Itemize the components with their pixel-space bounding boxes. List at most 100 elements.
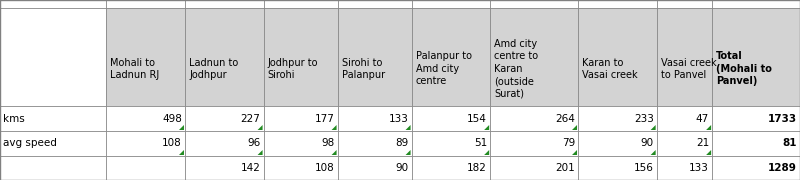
Text: 498: 498	[162, 114, 182, 123]
Text: 201: 201	[555, 163, 575, 173]
Text: 90: 90	[395, 163, 409, 173]
Bar	[0, 8, 106, 106]
Bar	[712, 8, 800, 106]
Bar	[185, 0, 263, 8]
Bar	[490, 106, 578, 131]
Text: 233: 233	[634, 114, 654, 123]
Bar	[657, 0, 712, 8]
Bar	[338, 8, 411, 106]
Bar	[0, 106, 106, 131]
Text: Ladnun to
Jodhpur: Ladnun to Jodhpur	[189, 58, 238, 80]
Polygon shape	[258, 125, 262, 130]
Bar	[0, 156, 106, 180]
Bar	[106, 131, 185, 156]
Bar	[185, 106, 263, 131]
Polygon shape	[572, 150, 577, 155]
Bar	[411, 8, 490, 106]
Bar	[712, 156, 800, 180]
Bar	[657, 156, 712, 180]
Bar	[106, 156, 185, 180]
Bar	[411, 131, 490, 156]
Bar	[657, 8, 712, 106]
Text: 264: 264	[555, 114, 575, 123]
Text: Mohali to
Ladnun RJ: Mohali to Ladnun RJ	[110, 58, 160, 80]
Polygon shape	[406, 125, 410, 130]
Bar	[490, 131, 578, 156]
Polygon shape	[406, 150, 410, 155]
Bar	[106, 106, 185, 131]
Bar	[263, 131, 338, 156]
Bar	[712, 106, 800, 131]
Text: Sirohi to
Palanpur: Sirohi to Palanpur	[342, 58, 385, 80]
Text: Amd city
centre to
Karan
(outside
Surat): Amd city centre to Karan (outside Surat)	[494, 39, 538, 99]
Text: Jodhpur to
Sirohi: Jodhpur to Sirohi	[267, 58, 318, 80]
Bar	[185, 156, 263, 180]
Text: 142: 142	[241, 163, 261, 173]
Bar	[106, 0, 185, 8]
Bar	[578, 131, 657, 156]
Text: 156: 156	[634, 163, 654, 173]
Bar	[0, 0, 106, 8]
Text: 182: 182	[467, 163, 487, 173]
Polygon shape	[484, 150, 489, 155]
Polygon shape	[706, 125, 711, 130]
Bar	[263, 8, 338, 106]
Bar	[263, 0, 338, 8]
Bar	[338, 106, 411, 131]
Text: 133: 133	[389, 114, 409, 123]
Text: 47: 47	[696, 114, 709, 123]
Polygon shape	[258, 150, 262, 155]
Bar	[411, 156, 490, 180]
Polygon shape	[179, 125, 184, 130]
Text: 108: 108	[315, 163, 334, 173]
Bar	[578, 0, 657, 8]
Text: Total
(Mohali to
Panvel): Total (Mohali to Panvel)	[716, 51, 772, 86]
Bar	[338, 0, 411, 8]
Bar	[490, 0, 578, 8]
Bar	[263, 156, 338, 180]
Polygon shape	[179, 150, 184, 155]
Text: 154: 154	[467, 114, 487, 123]
Bar	[712, 131, 800, 156]
Bar	[185, 8, 263, 106]
Polygon shape	[331, 150, 337, 155]
Text: Karan to
Vasai creek: Karan to Vasai creek	[582, 58, 638, 80]
Polygon shape	[650, 150, 656, 155]
Bar	[185, 131, 263, 156]
Text: Palanpur to
Amd city
centre: Palanpur to Amd city centre	[415, 51, 471, 86]
Bar	[490, 156, 578, 180]
Text: 89: 89	[395, 138, 409, 148]
Text: 98: 98	[322, 138, 334, 148]
Polygon shape	[706, 150, 711, 155]
Bar	[0, 131, 106, 156]
Text: 1733: 1733	[768, 114, 797, 123]
Polygon shape	[331, 125, 337, 130]
Text: 81: 81	[782, 138, 797, 148]
Text: 51: 51	[474, 138, 487, 148]
Bar	[106, 8, 185, 106]
Text: 90: 90	[641, 138, 654, 148]
Text: kms: kms	[3, 114, 25, 123]
Text: 133: 133	[690, 163, 709, 173]
Polygon shape	[650, 125, 656, 130]
Bar	[263, 106, 338, 131]
Bar	[657, 106, 712, 131]
Bar	[490, 8, 578, 106]
Text: 79: 79	[562, 138, 575, 148]
Text: 108: 108	[162, 138, 182, 148]
Polygon shape	[572, 125, 577, 130]
Bar	[338, 156, 411, 180]
Bar	[578, 106, 657, 131]
Text: 227: 227	[241, 114, 261, 123]
Text: 177: 177	[314, 114, 334, 123]
Text: avg speed: avg speed	[3, 138, 57, 148]
Bar	[578, 156, 657, 180]
Text: 96: 96	[247, 138, 261, 148]
Bar	[578, 8, 657, 106]
Text: 1289: 1289	[768, 163, 797, 173]
Bar	[411, 0, 490, 8]
Bar	[411, 106, 490, 131]
Bar	[338, 131, 411, 156]
Polygon shape	[484, 125, 489, 130]
Text: Vasai creek
to Panvel: Vasai creek to Panvel	[661, 58, 716, 80]
